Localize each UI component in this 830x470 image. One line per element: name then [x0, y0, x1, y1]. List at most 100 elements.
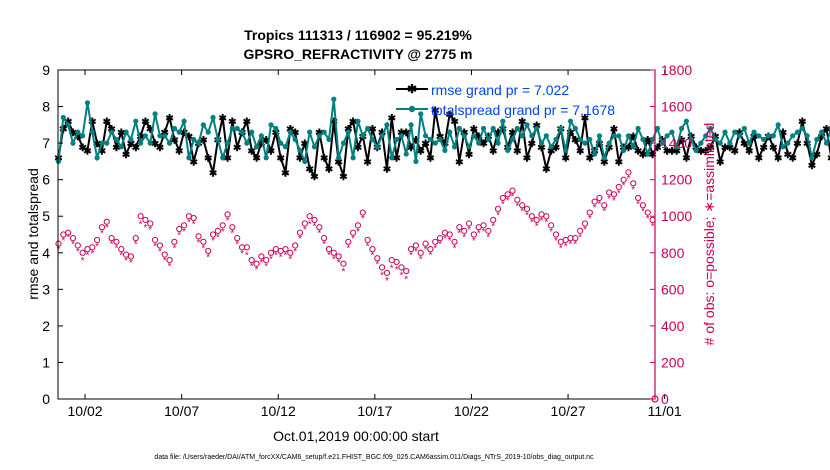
rmse-point: ✱ [648, 150, 657, 161]
obs-assimilated-point: * [515, 201, 519, 212]
obs-assimilated-point: * [419, 254, 423, 265]
rmse-point: ✱ [798, 117, 807, 128]
obs-assimilated-point: * [631, 185, 635, 196]
rmse-point: ✱ [455, 157, 464, 168]
obs-possible-point [577, 227, 584, 234]
obs-possible-point [451, 238, 458, 245]
obs-assimilated-point: * [622, 181, 626, 192]
metric-line-series: ✱ ✱✱✱✱✱✱✱✱✱✱✱✱✱✱✱✱✱✱✱✱✱✱✱✱✱✱✱✱✱✱✱✱✱✱✱✱✱✱✱… [54, 96, 830, 183]
obs-assimilated-point: * [163, 256, 167, 267]
obs-assimilated-point: * [559, 243, 563, 254]
obs-possible-point [422, 240, 429, 247]
rmse-point: ✱ [499, 124, 508, 135]
totalspread-point [403, 151, 409, 157]
obs-possible-point [412, 242, 420, 249]
totalspread-point [461, 133, 467, 139]
obs-possible-point [330, 249, 337, 256]
totalspread-point [654, 125, 661, 132]
rmse-point: ✱ [508, 128, 517, 139]
totalspread-point [640, 136, 646, 143]
obs-possible-point [98, 224, 106, 231]
rmse-point: ✱ [702, 146, 711, 157]
totalspread-point [717, 140, 723, 146]
totalspread-point [239, 129, 245, 135]
obs-assimilated-point: * [274, 251, 278, 262]
obs-possible-point [552, 231, 560, 238]
totalspread-point [326, 136, 332, 143]
totalspread-point [611, 133, 617, 139]
rmse-point: ✱ [774, 154, 783, 165]
totalspread-point [635, 125, 641, 132]
obs-possible-point [79, 249, 86, 256]
obs-assimilated-point: * [332, 254, 336, 265]
rmse-point: ✱ [175, 146, 184, 157]
totalspread-point [790, 133, 796, 139]
rmse-point: ✱ [354, 143, 363, 154]
obs-assimilated-point: * [317, 229, 321, 240]
obs-assimilated-point: * [119, 251, 123, 262]
totalspread-point [200, 122, 206, 128]
y-tick-label: 3 [42, 281, 50, 297]
totalspread-point [133, 118, 139, 124]
obs-possible-point [340, 260, 347, 267]
totalspread-point [799, 125, 805, 132]
obs-possible-point [596, 194, 603, 202]
rmse-point: ✱ [576, 146, 585, 157]
totalspread-point [775, 122, 781, 128]
rmse-point: ✱ [291, 128, 300, 139]
obs-possible-point [533, 216, 540, 223]
obs-assimilated-point: * [255, 265, 259, 276]
obs-possible-point [243, 244, 250, 251]
rmse-point: ✱ [634, 146, 643, 157]
totalspread-point [567, 118, 574, 124]
rmse-point: ✱ [721, 143, 730, 154]
obs-assimilated-point: * [361, 214, 365, 225]
obs-assimilated-point: * [105, 223, 109, 234]
y-tick-label: 8 [42, 99, 50, 115]
totalspread-point [785, 140, 791, 146]
rmse-point: ✱ [127, 139, 136, 150]
totalspread-point [664, 133, 670, 139]
obs-possible-point [634, 194, 642, 202]
obs-assimilated-point: * [327, 251, 331, 262]
obs-possible-point [176, 225, 183, 233]
rmse-point: ✱ [69, 128, 78, 139]
legend-rmse-marker: ✱ [407, 82, 417, 96]
obs-possible-point [494, 205, 502, 213]
obs-assimilated-point: * [346, 243, 350, 254]
obs-assimilated-point: * [216, 232, 220, 243]
obs-possible-point [427, 246, 434, 253]
obs-assimilated-point: * [61, 236, 65, 247]
totalspread-point [519, 133, 525, 139]
totalspread-point [505, 147, 511, 154]
totalspread-point [814, 136, 820, 143]
obs-possible-point [572, 235, 579, 242]
totalspread-point [176, 129, 182, 135]
rmse-point: ✱ [726, 143, 735, 154]
rmse-point: ✱ [233, 143, 242, 154]
totalspread-point [495, 140, 501, 146]
obs-assimilated-point: * [414, 247, 418, 258]
rmse-point: ✱ [223, 154, 232, 165]
rmse-point: ✱ [803, 139, 812, 150]
rmse-point: ✱ [383, 165, 392, 176]
totalspread-point [645, 151, 651, 157]
obs-possible-point [359, 209, 366, 216]
rmse-point: ✱ [779, 128, 788, 139]
y2-tick-label: 1200 [661, 172, 692, 188]
obs-possible-point [127, 253, 135, 260]
obs-assimilated-point: * [636, 199, 640, 210]
obs-assimilated-point: * [457, 229, 461, 240]
rmse-point: ✱ [199, 135, 208, 146]
obs-assimilated-point: * [448, 236, 452, 247]
totalspread-point [393, 136, 400, 143]
rmse-point: ✱ [117, 128, 126, 139]
rmse-point: ✱ [788, 154, 797, 165]
obs-possible-point [393, 258, 400, 266]
legend-spread-label: totalspread grand pr = 7.1678 [431, 102, 615, 118]
obs-assimilated-point: * [124, 256, 128, 267]
rmse-point: ✱ [822, 124, 830, 135]
obs-possible-point [354, 222, 362, 229]
totalspread-point [374, 144, 380, 150]
rmse-point: ✱ [817, 132, 826, 143]
